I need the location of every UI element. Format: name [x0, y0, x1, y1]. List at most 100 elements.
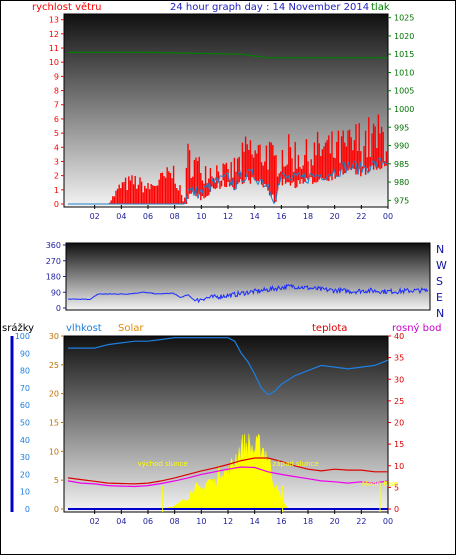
compass-letter: E	[436, 291, 443, 304]
wind-axis-tick-label: 0	[54, 200, 59, 209]
direction-axis-tick-label: 360	[46, 241, 61, 250]
pressure-axis-tick-label: 980	[394, 178, 409, 187]
pressure-axis-tick-label: 985	[394, 160, 409, 169]
rain-axis-title: srážky	[2, 322, 34, 334]
solar-label: Solar	[118, 323, 144, 334]
wind-axis-tick-label: 11	[49, 44, 59, 53]
wind-axis-tick-label: 3	[54, 157, 59, 166]
temperature-axis-tick-label: 30	[394, 375, 404, 384]
wind-axis-tick-label: 5	[54, 129, 59, 138]
wind-x-axis-tick-label: 04	[116, 212, 126, 221]
wind-panel-border	[63, 13, 389, 208]
compass-letter: N	[436, 307, 444, 320]
event-label: Moon Rise	[362, 480, 398, 488]
solar-axis-tick-label: 5	[54, 476, 59, 485]
dewpoint-label: rosný bod	[392, 322, 441, 334]
temp-x-axis-tick-label: 12	[223, 517, 233, 526]
event-label: západ slunce	[273, 460, 319, 468]
wind-axis-tick-label: 9	[54, 72, 59, 81]
wind-x-axis-tick-label: 08	[170, 212, 180, 221]
temperature-axis-tick-label: 0	[394, 505, 399, 514]
temperature-axis-tick-label: 20	[394, 419, 404, 428]
temp-x-axis-tick-label: 02	[90, 517, 100, 526]
wind-direction-line	[68, 283, 429, 304]
temp-x-axis-tick-label: 06	[143, 517, 153, 526]
wind-pressure-chart: 0123456789101112139759809859909951000100…	[49, 13, 414, 221]
pressure-axis-tick-label: 990	[394, 142, 409, 151]
solar-axis-tick-label: 20	[49, 390, 59, 399]
compass-letter: S	[436, 275, 443, 288]
direction-axis-tick-label: 270	[46, 257, 61, 266]
pressure-axis-tick-label: 1015	[394, 50, 414, 59]
wind-x-axis-tick-label: 10	[196, 212, 206, 221]
humidity-axis-tick-label: 20	[20, 470, 30, 479]
humidity-axis-tick-label: 10	[20, 488, 30, 497]
humidity-axis-tick-label: 50	[20, 419, 30, 428]
graph-title: 24 hour graph day : 14 November 2014	[170, 2, 369, 13]
wind-average-line	[68, 157, 388, 205]
wind-x-axis-tick-label: 16	[276, 212, 286, 221]
pressure-axis-tick-label: 1025	[394, 14, 414, 23]
humidity-axis-tick-label: 30	[20, 453, 30, 462]
wind-axis-tick-label: 1	[54, 186, 59, 195]
event-label: východ slunce	[138, 460, 188, 468]
temperature-axis-tick-label: 10	[394, 462, 404, 471]
solar-axis-tick-label: 10	[49, 447, 59, 456]
pressure-axis-tick-label: 1020	[394, 32, 414, 41]
temp-panel-border	[63, 335, 389, 513]
temp-x-axis-tick-label: 08	[170, 517, 180, 526]
temp-x-axis-tick-label: 16	[276, 517, 286, 526]
pressure-axis-tick-label: 1000	[394, 105, 414, 114]
wind-x-axis-tick-label: 14	[250, 212, 260, 221]
humidity-axis-tick-label: 70	[20, 384, 30, 393]
wind-x-axis-tick-label: 22	[356, 212, 366, 221]
direction-axis-tick-label: 180	[46, 273, 61, 282]
temperature-axis-tick-label: 25	[394, 397, 404, 406]
temperature-label: teplota	[312, 323, 347, 334]
wind-x-axis-tick-label: 18	[303, 212, 313, 221]
wind-axis-tick-label: 12	[49, 30, 59, 39]
wind-axis-tick-label: 10	[49, 58, 59, 67]
humidity-axis-tick-label: 60	[20, 401, 30, 410]
pressure-axis-tick-label: 995	[394, 123, 409, 132]
temp-humidity-chart: 0102030405060708090100051015202530051015…	[10, 332, 404, 526]
wind-axis-tick-label: 7	[54, 101, 59, 110]
dewpoint-line	[67, 466, 389, 488]
solar-axis-tick-label: 30	[49, 332, 59, 341]
temperature-axis-tick-label: 15	[394, 440, 404, 449]
pressure-axis-tick-label: 1005	[394, 87, 414, 96]
temperature-axis-tick-label: 5	[394, 483, 399, 492]
pressure-line	[68, 51, 388, 59]
direction-plot-area	[66, 243, 430, 310]
solar-axis-tick-label: 0	[54, 505, 59, 514]
humidity-line	[68, 337, 389, 396]
temp-x-axis-tick-label: 20	[330, 517, 340, 526]
humidity-axis-tick-label: 0	[25, 505, 30, 514]
wind-axis-tick-label: 2	[54, 172, 59, 181]
temp-x-axis-tick-label: 10	[196, 517, 206, 526]
humidity-axis-tick-label: 90	[20, 349, 30, 358]
wind-x-axis-tick-label: 00	[383, 212, 393, 221]
temp-x-axis-tick-label: 00	[383, 517, 393, 526]
wind-x-axis-tick-label: 20	[330, 212, 340, 221]
wind-x-axis-tick-label: 06	[143, 212, 153, 221]
wind-x-axis-tick-label: 02	[90, 212, 100, 221]
compass-letter: W	[436, 259, 447, 272]
pressure-axis-tick-label: 1010	[394, 68, 414, 77]
wind-axis-tick-label: 6	[54, 115, 59, 124]
pressure-axis-tick-label: 975	[394, 196, 409, 205]
temp-x-axis-tick-label: 14	[250, 517, 260, 526]
humidity-label: vlhkost	[66, 323, 102, 334]
wind-speed-axis-title: rychlost větru	[32, 1, 102, 13]
humidity-axis-tick-label: 40	[20, 436, 30, 445]
pressure-axis-title: tlak	[371, 2, 390, 13]
solar-area	[161, 433, 289, 510]
direction-axis-tick-label: 90	[51, 288, 61, 297]
wind-axis-tick-label: 4	[54, 143, 59, 152]
wind-axis-tick-label: 13	[49, 16, 59, 25]
solar-axis-tick-label: 15	[49, 419, 59, 428]
temp-x-axis-tick-label: 22	[356, 517, 366, 526]
solar-axis-tick-label: 25	[49, 361, 59, 370]
temp-x-axis-tick-label: 04	[116, 517, 126, 526]
